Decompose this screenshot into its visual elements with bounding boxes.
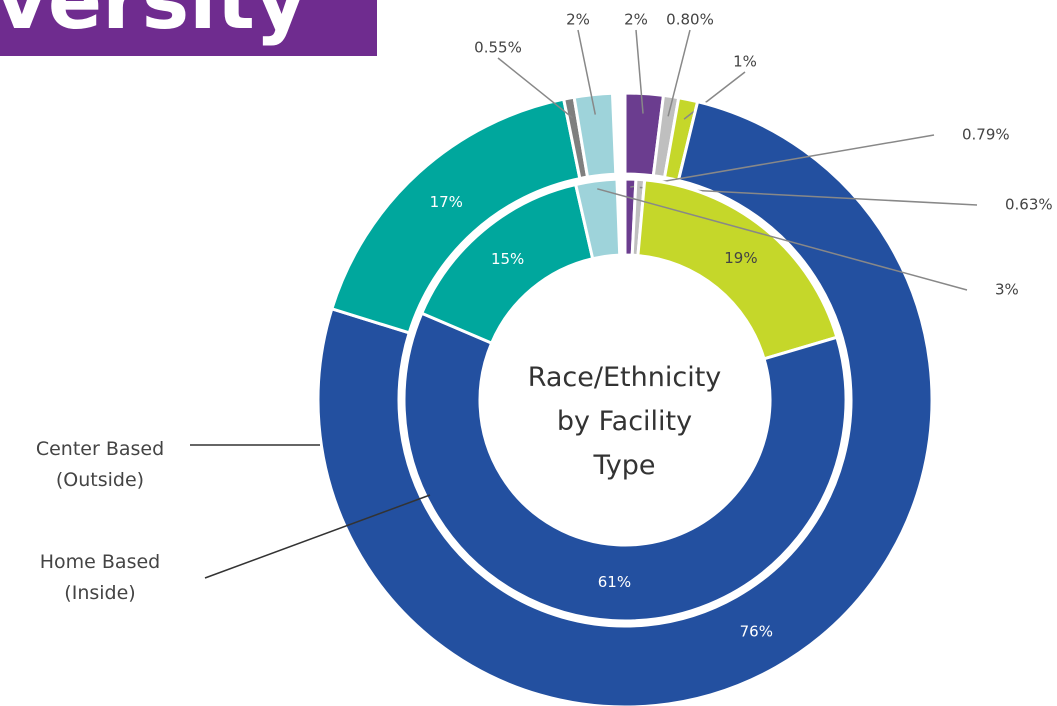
data-label: 15% [491,250,524,268]
leader-line [577,29,597,115]
data-label: 76% [740,622,773,640]
data-label: 0.80% [666,11,714,29]
data-label: 0.79% [962,126,1010,144]
data-label: 0.63% [1005,196,1053,214]
page-title: Diversity [0,0,307,47]
banner: Diversity [0,0,377,56]
series-pointer [204,494,431,579]
leader-line [635,29,644,114]
series-label: Home Based (Inside) [39,551,161,604]
data-label: 1% [733,53,757,71]
data-label: 0.55% [474,39,522,57]
donut-segment [402,311,848,623]
data-label: 2% [566,11,590,29]
leader-line [497,57,574,119]
data-label: 3% [995,281,1019,299]
data-label: 17% [430,193,463,211]
data-label: 2% [624,11,648,29]
donut-segment [572,91,618,179]
data-label: 61% [598,573,631,591]
data-label: 19% [724,249,757,267]
chart-title: Race/Ethnicity by Facility Type [527,362,722,481]
donut-segment [316,99,934,706]
series-label: Center Based (Outside) [35,438,165,491]
leader-line [630,134,935,188]
donut-segment [573,177,622,261]
leader-line [597,188,968,291]
leader-line [667,29,691,117]
